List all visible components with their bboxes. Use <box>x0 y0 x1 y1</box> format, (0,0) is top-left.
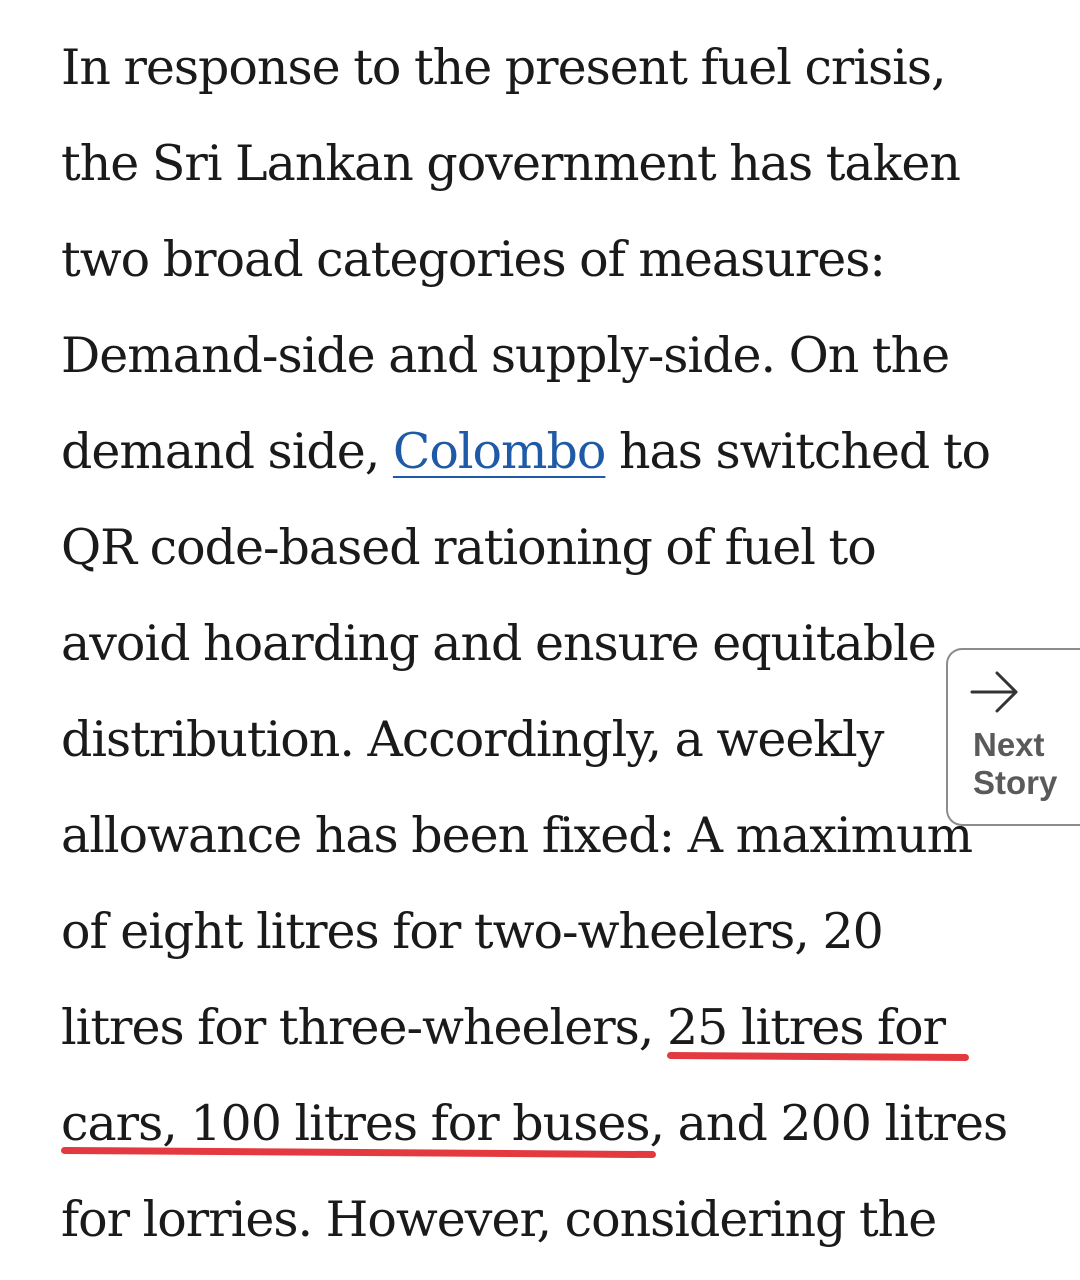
article-text: demand side, <box>61 423 393 480</box>
article-line: In response to the present fuel crisis, <box>61 39 947 96</box>
article-line: allowance has been fixed: A maximum <box>61 807 973 864</box>
highlighted-text-content: 25 litres for <box>666 999 946 1056</box>
article-line: of eight litres for two-wheelers, 20 <box>61 903 884 960</box>
next-story-label-line: Story <box>973 764 1058 801</box>
highlighted-text: 25 litres for <box>666 999 970 1062</box>
article-line: avoid hoarding and ensure equitable <box>61 615 937 672</box>
article-line: for lorries. However, considering the <box>61 1191 937 1248</box>
red-highlight-underline <box>666 1051 970 1062</box>
article-text: , and 200 litres <box>649 1095 1009 1152</box>
next-story-button[interactable]: Next Story <box>946 648 1080 826</box>
article-body: In response to the present fuel crisis, … <box>60 20 1008 1268</box>
article-text: has switched to <box>605 423 991 480</box>
article-text: litres for three-wheelers, <box>61 999 667 1056</box>
article-line: demand side, Colombo has switched to <box>61 404 1001 500</box>
article-line: cars, 100 litres for buses, and 200 litr… <box>60 1076 1008 1172</box>
article-line: distribution. Accordingly, a weekly <box>61 711 884 768</box>
highlighted-text: cars, 100 litres for buses <box>60 1095 656 1159</box>
article-line: Demand-side and supply-side. On the <box>61 327 950 384</box>
next-story-label-line: Next <box>973 726 1045 763</box>
next-story-label: Next Story <box>973 726 1057 802</box>
colombo-link[interactable]: Colombo <box>392 423 606 480</box>
article-line: litres for three-wheelers, 25 litres for <box>61 980 1001 1076</box>
article-line: the Sri Lankan government has taken <box>61 135 961 192</box>
article-line: two broad categories of measures: <box>61 231 886 288</box>
article-line: QR code-based rationing of fuel to <box>61 519 877 576</box>
arrow-right-icon <box>970 671 1018 713</box>
highlighted-text-content: cars, 100 litres for buses <box>61 1095 651 1152</box>
